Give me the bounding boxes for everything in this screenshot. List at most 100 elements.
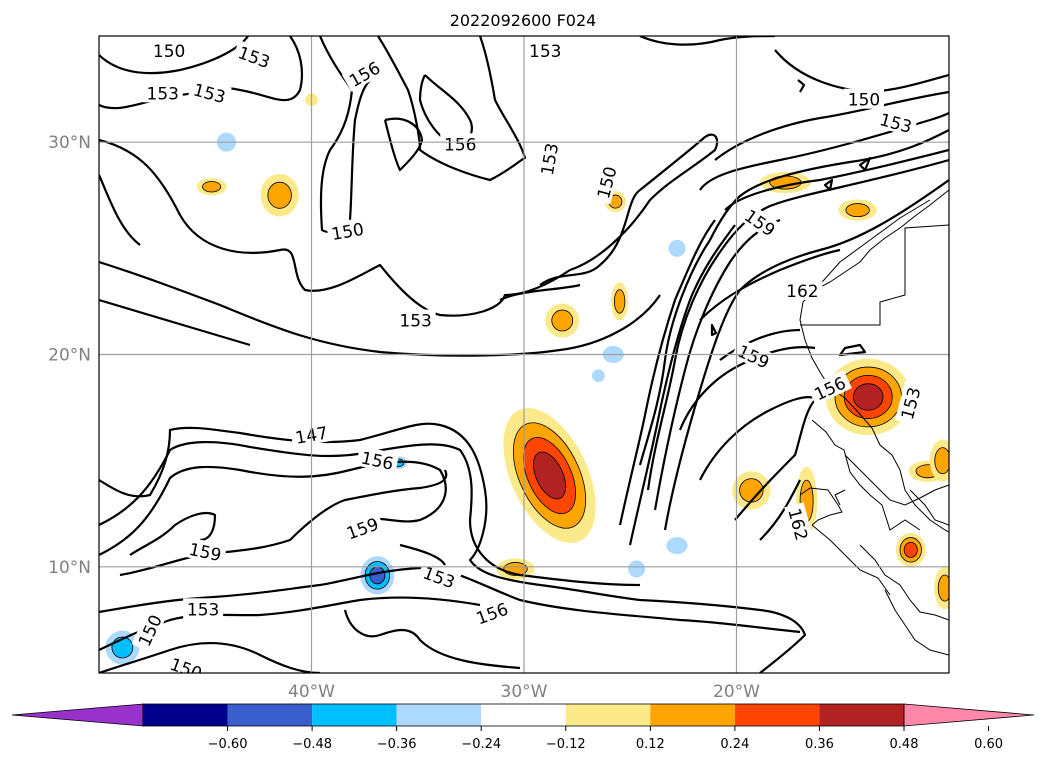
anomaly-blob xyxy=(105,630,140,665)
anomaly-fill-layer xyxy=(105,93,949,665)
anomaly-band xyxy=(202,181,222,193)
contour-label-bg xyxy=(525,39,566,60)
contour-label-bg xyxy=(844,88,884,109)
contour-label-bg xyxy=(149,39,190,60)
anomaly-band xyxy=(628,560,646,578)
colorbar-tick-label: −0.12 xyxy=(546,737,586,752)
contour-label-bg xyxy=(535,137,562,181)
anomaly-blob xyxy=(934,566,949,610)
anomaly-band xyxy=(267,181,292,209)
contour-label: 162 xyxy=(786,282,818,302)
anomaly-band xyxy=(592,369,605,383)
contour-label-bg xyxy=(894,381,925,425)
colorbar-tick-label: 0.12 xyxy=(636,737,665,752)
colorbar-segment xyxy=(312,704,397,726)
contour-label-bg xyxy=(417,560,462,593)
anomaly-blob xyxy=(895,532,926,567)
lon-tick-label: 40°W xyxy=(288,682,335,702)
axis-tick-labels: 40°W 30°W 20°W 10°N 20°N 30°N xyxy=(48,133,760,702)
contour-label-bg xyxy=(784,502,814,547)
contour-label-bg xyxy=(232,40,277,73)
lat-tick-label: 30°N xyxy=(48,133,91,153)
contour-label: 156 xyxy=(444,135,476,155)
anomaly-band xyxy=(853,383,884,411)
anomaly-band xyxy=(613,289,626,314)
colorbar-segment xyxy=(481,704,566,726)
colorbar-extend-min xyxy=(11,703,144,727)
map-frame xyxy=(98,35,950,674)
anomaly-band xyxy=(666,537,688,555)
anomaly-blob xyxy=(732,471,771,510)
contour-label-bg xyxy=(807,370,852,406)
gridlines xyxy=(99,36,949,673)
colorbar-tick-label: 0.36 xyxy=(805,737,834,752)
contour-label-bg xyxy=(355,445,400,474)
contour-label-bg xyxy=(142,82,183,103)
contour-label-bg xyxy=(874,107,919,137)
contour-label: 153 xyxy=(187,600,219,620)
contour-label-bg xyxy=(731,338,777,374)
anomaly-blob xyxy=(503,408,596,543)
colorbar-tick-label: 0.60 xyxy=(974,737,1003,752)
anomaly-blob xyxy=(929,439,949,482)
anomaly-band xyxy=(533,451,566,500)
contour-label: 153 xyxy=(529,42,561,62)
colorbar: −0.60 −0.48 −0.36 −0.24 −0.12 0.12 0.24 0.36 0.4… xyxy=(11,703,1035,752)
lat-tick-label: 20°N xyxy=(48,346,91,366)
colorbar-tick-label: −0.24 xyxy=(461,737,501,752)
colorbar-tick-label: −0.36 xyxy=(377,737,417,752)
contour-label: 153 xyxy=(147,84,179,104)
contour-label-bg xyxy=(187,77,232,108)
anomaly-band xyxy=(934,447,949,475)
contour-label-bg xyxy=(164,651,209,673)
contour-label-bg xyxy=(183,598,224,619)
chart-title: 2022092600 F024 xyxy=(450,11,597,30)
contour-label-bg xyxy=(440,133,481,154)
contour-label-bg xyxy=(738,202,783,242)
contour-label-bg xyxy=(339,511,385,544)
colorbar-tick-label: 0.24 xyxy=(720,737,749,752)
anomaly-blob xyxy=(592,369,605,383)
anomaly-blob xyxy=(545,303,580,338)
colorbar-segment xyxy=(396,704,482,726)
anomaly-blob xyxy=(260,174,299,217)
anomaly-blob xyxy=(196,178,227,196)
anomaly-blob xyxy=(825,358,911,436)
colorbar-tick-label: −0.60 xyxy=(208,737,248,752)
contour-label-bg xyxy=(131,607,167,653)
contour-label: 150 xyxy=(153,42,185,62)
anomaly-blob xyxy=(666,537,688,555)
contour-label-bg xyxy=(341,54,387,93)
colorbar-tick-label: −0.48 xyxy=(292,737,332,752)
anomaly-blob xyxy=(628,560,646,578)
colorbar-segment xyxy=(227,704,313,726)
contour-label-bg xyxy=(183,537,228,565)
contour-label-bg xyxy=(782,279,823,300)
colorbar-segment xyxy=(650,704,735,726)
contour-label: 150 xyxy=(848,91,880,111)
contour-label-bg xyxy=(469,596,514,629)
anomaly-blob xyxy=(360,556,395,595)
colorbar-outline xyxy=(142,703,905,727)
colorbar-segment xyxy=(143,704,228,726)
colorbar-tick-label: 0.48 xyxy=(890,737,919,752)
anomaly-blob xyxy=(668,239,686,257)
anomaly-blob xyxy=(838,199,877,221)
colorbar-segment xyxy=(819,704,904,726)
anomaly-blob xyxy=(611,282,629,321)
coastline xyxy=(799,189,949,656)
anomaly-band xyxy=(668,239,686,257)
contour-label-bg xyxy=(395,309,436,330)
anomaly-band xyxy=(937,574,949,602)
contour-label-bg xyxy=(326,217,369,244)
anomaly-band xyxy=(551,309,574,332)
colorbar-segment xyxy=(734,704,820,726)
anomaly-band xyxy=(845,203,870,218)
lon-tick-label: 20°W xyxy=(713,682,760,702)
contour-label: 153 xyxy=(399,312,431,332)
lat-tick-label: 10°N xyxy=(48,558,91,578)
lon-tick-label: 30°W xyxy=(501,682,548,702)
anomaly-band xyxy=(903,541,918,558)
